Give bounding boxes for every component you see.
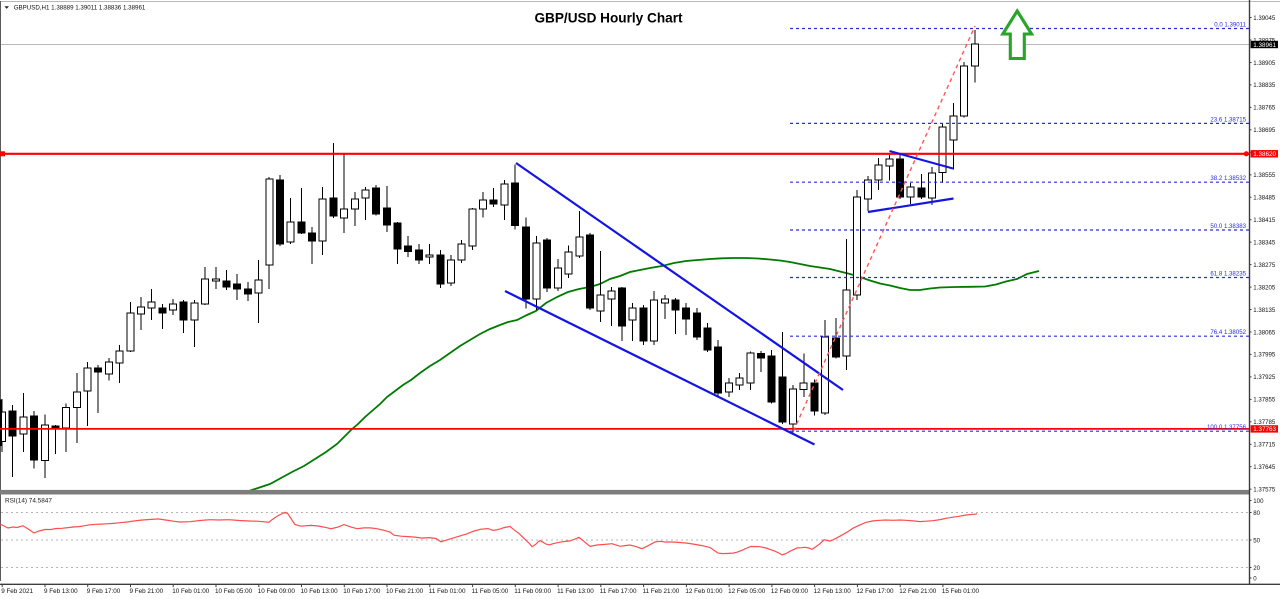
svg-text:1.38415: 1.38415: [1253, 217, 1276, 224]
svg-text:9 Feb 21:00: 9 Feb 21:00: [130, 588, 164, 595]
svg-text:1.37715: 1.37715: [1253, 442, 1276, 449]
svg-text:RSI(14) 74.5847: RSI(14) 74.5847: [5, 498, 52, 505]
svg-text:1.38765: 1.38765: [1253, 105, 1276, 112]
svg-text:11 Feb 13:00: 11 Feb 13:00: [557, 588, 594, 595]
svg-text:0: 0: [1253, 575, 1257, 582]
svg-text:20: 20: [1253, 565, 1260, 572]
svg-text:10 Feb 17:00: 10 Feb 17:00: [343, 588, 381, 595]
svg-text:1.38275: 1.38275: [1253, 262, 1276, 269]
svg-text:GBP/USD Hourly Chart: GBP/USD Hourly Chart: [534, 11, 683, 26]
svg-text:1.37763: 1.37763: [1253, 426, 1276, 433]
svg-text:1.38065: 1.38065: [1253, 329, 1276, 336]
svg-text:1.38905: 1.38905: [1253, 60, 1276, 67]
svg-text:1.37575: 1.37575: [1253, 487, 1276, 494]
svg-text:11 Feb 17:00: 11 Feb 17:00: [600, 588, 637, 595]
svg-text:1.38485: 1.38485: [1253, 195, 1276, 202]
svg-text:1.38961: 1.38961: [1253, 42, 1276, 49]
svg-text:1.37645: 1.37645: [1253, 464, 1276, 471]
svg-text:12 Feb 13:00: 12 Feb 13:00: [814, 588, 852, 595]
svg-text:1.38620: 1.38620: [1253, 151, 1276, 158]
svg-text:1.38555: 1.38555: [1253, 172, 1276, 179]
svg-text:10 Feb 21:00: 10 Feb 21:00: [386, 588, 424, 595]
svg-text:12 Feb 21:00: 12 Feb 21:00: [899, 588, 937, 595]
svg-text:12 Feb 17:00: 12 Feb 17:00: [856, 588, 894, 595]
svg-text:9 Feb 13:00: 9 Feb 13:00: [44, 588, 78, 595]
svg-text:1.38835: 1.38835: [1253, 82, 1276, 89]
svg-text:1.38345: 1.38345: [1253, 239, 1276, 246]
svg-text:1.37995: 1.37995: [1253, 352, 1276, 359]
svg-text:15 Feb 01:00: 15 Feb 01:00: [942, 588, 980, 595]
svg-text:1.37785: 1.37785: [1253, 419, 1276, 426]
svg-text:12 Feb 05:00: 12 Feb 05:00: [728, 588, 766, 595]
svg-text:11 Feb 05:00: 11 Feb 05:00: [472, 588, 509, 595]
svg-text:10 Feb 05:00: 10 Feb 05:00: [215, 588, 253, 595]
svg-text:23.6 1.38715: 23.6 1.38715: [1210, 116, 1246, 123]
svg-text:11 Feb 01:00: 11 Feb 01:00: [429, 588, 466, 595]
svg-text:10 Feb 09:00: 10 Feb 09:00: [258, 588, 296, 595]
svg-text:1.39045: 1.39045: [1253, 15, 1276, 22]
svg-text:1.38205: 1.38205: [1253, 284, 1276, 291]
svg-text:10 Feb 13:00: 10 Feb 13:00: [301, 588, 339, 595]
svg-text:0.0 1.39011: 0.0 1.39011: [1214, 21, 1246, 28]
svg-text:50.0 1.38383: 50.0 1.38383: [1210, 223, 1246, 230]
svg-text:1.38695: 1.38695: [1253, 127, 1276, 134]
svg-text:11 Feb 09:00: 11 Feb 09:00: [514, 588, 551, 595]
svg-text:1.37855: 1.37855: [1253, 397, 1276, 404]
svg-text:100.0 1.37756: 100.0 1.37756: [1207, 424, 1247, 431]
svg-text:GBPUSD,H1 1.38889 1.39011 1.3: GBPUSD,H1 1.38889 1.39011 1.38836 1.3896…: [14, 5, 146, 12]
svg-text:1.37925: 1.37925: [1253, 374, 1276, 381]
svg-text:9 Feb 2021: 9 Feb 2021: [1, 588, 33, 595]
svg-text:50: 50: [1253, 537, 1260, 544]
svg-text:76.4 1.38052: 76.4 1.38052: [1210, 329, 1246, 336]
svg-text:12 Feb 01:00: 12 Feb 01:00: [685, 588, 723, 595]
svg-text:100: 100: [1253, 498, 1264, 505]
svg-text:10 Feb 01:00: 10 Feb 01:00: [172, 588, 210, 595]
svg-text:11 Feb 21:00: 11 Feb 21:00: [643, 588, 680, 595]
svg-text:61.8 1.38235: 61.8 1.38235: [1210, 270, 1246, 277]
svg-text:12 Feb 09:00: 12 Feb 09:00: [771, 588, 809, 595]
svg-text:38.2 1.38532: 38.2 1.38532: [1210, 175, 1246, 182]
svg-text:80: 80: [1253, 510, 1260, 517]
svg-text:1.38135: 1.38135: [1253, 307, 1276, 314]
svg-text:9 Feb 17:00: 9 Feb 17:00: [87, 588, 121, 595]
